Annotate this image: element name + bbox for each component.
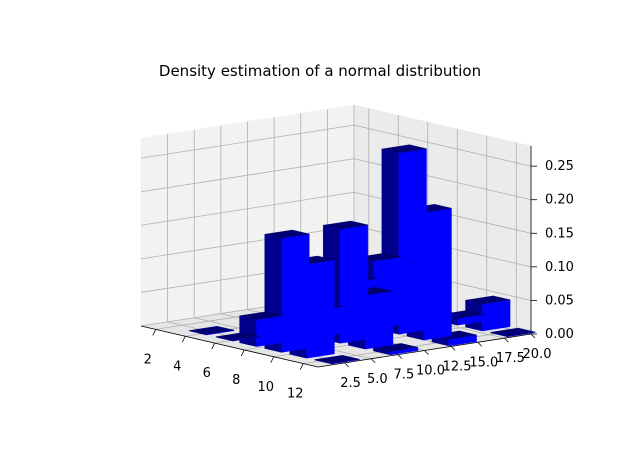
y-tick: [370, 358, 376, 364]
bar-side-face: [340, 224, 369, 344]
bar-front-face: [239, 315, 257, 347]
x-tick-label: 8: [232, 373, 240, 388]
bar-top-face: [381, 144, 427, 154]
bar: [314, 355, 360, 365]
grid-line: [140, 124, 355, 159]
bar-side-face: [256, 315, 285, 347]
z-tick-label: 0.15: [545, 226, 574, 241]
y-tick-label: 7.5: [394, 368, 415, 383]
bar: [215, 332, 261, 342]
y-tick: [477, 341, 483, 347]
bar-side-face: [423, 207, 452, 341]
z-tick-label: 0.25: [545, 159, 574, 174]
bar-side-face: [365, 290, 394, 350]
bar-top-face: [264, 229, 310, 239]
x-tick-label: 10: [258, 380, 275, 395]
y-tick: [344, 362, 349, 368]
bar-top-face: [323, 220, 368, 230]
x-tick: [270, 356, 275, 363]
bar: [373, 343, 419, 356]
bar-top-face: [239, 311, 285, 320]
bar-top-face: [314, 355, 360, 364]
bar: [189, 325, 235, 336]
grid-line: [140, 225, 355, 260]
y-tick-label: 17.5: [496, 351, 525, 366]
y-tick-label: 20.0: [523, 347, 552, 362]
x-tick: [240, 349, 245, 357]
bar-top-face: [189, 325, 235, 335]
bar-side-face: [482, 299, 511, 332]
y-tick-label: 5.0: [367, 372, 388, 387]
x-tick: [299, 363, 304, 370]
x-axis-line: [140, 325, 319, 368]
bar: [490, 327, 536, 338]
bar-top-face: [215, 332, 261, 341]
y-tick: [504, 337, 509, 343]
grid-line: [353, 124, 532, 167]
y-tick: [530, 333, 536, 339]
y-tick: [450, 346, 456, 351]
y-tick-label: 2.5: [340, 376, 361, 391]
x-tick: [152, 329, 157, 336]
x-tick-label: 6: [203, 366, 211, 381]
grid-line: [140, 191, 355, 226]
y-tick-label: 12.5: [443, 359, 472, 374]
x-tick: [181, 336, 186, 343]
bar-side-face: [306, 259, 335, 359]
bar-side-face: [398, 148, 427, 335]
z-tick-label: 0.20: [545, 193, 574, 208]
y-tick-label: 10.0: [416, 364, 445, 379]
grid-line: [140, 158, 355, 193]
z-tick-label: 0.00: [545, 327, 574, 342]
z-tick-label: 0.05: [545, 293, 574, 308]
x-tick: [211, 342, 216, 350]
bar-top-face: [490, 327, 536, 337]
x-tick-label: 4: [173, 359, 181, 374]
bar-top-face: [465, 295, 511, 305]
bar-side-face: [281, 233, 310, 353]
chart-title: Density estimation of a normal distribut…: [158, 62, 482, 80]
y-tick: [397, 354, 403, 359]
y-tick: [424, 350, 429, 355]
x-tick-label: 2: [144, 352, 152, 367]
bar: [239, 311, 285, 347]
z-tick-label: 0.10: [545, 260, 574, 275]
y-tick-label: 15.0: [469, 355, 498, 370]
x-tick-label: 12: [287, 387, 304, 402]
